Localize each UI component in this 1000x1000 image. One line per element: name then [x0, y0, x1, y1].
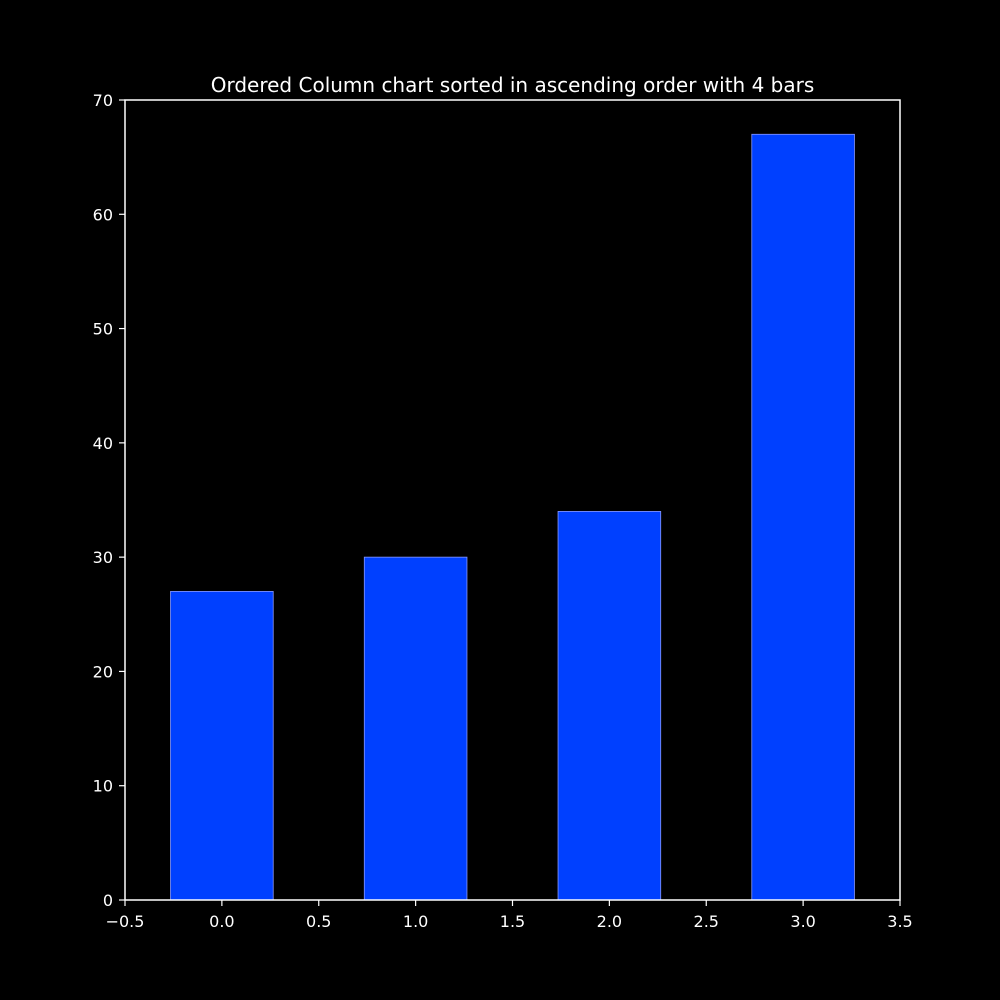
y-tick-label: 30 [93, 548, 113, 567]
y-tick-label: 70 [93, 91, 113, 110]
x-tick-label: 0.5 [306, 912, 331, 931]
bar-1 [363, 556, 468, 901]
y-axis: 0 10 20 30 40 50 60 70 [93, 91, 125, 910]
bars-group [170, 133, 855, 901]
x-tick-label: 0.0 [209, 912, 234, 931]
bar-0 [170, 591, 274, 901]
y-tick-label: 10 [93, 777, 113, 796]
y-tick-label: 20 [93, 662, 113, 681]
bar-2 [557, 511, 662, 901]
y-tick-label: 50 [93, 320, 113, 339]
y-tick-label: 60 [93, 205, 113, 224]
x-tick-label: 2.0 [597, 912, 622, 931]
x-tick-label: −0.5 [106, 912, 145, 931]
bar-3 [751, 133, 855, 901]
x-tick-label: 3.0 [790, 912, 815, 931]
y-tick-label: 40 [93, 434, 113, 453]
x-axis: −0.5 0.0 0.5 1.0 1.5 2.0 2.5 3.0 3.5 [106, 900, 913, 931]
x-tick-label: 1.0 [403, 912, 428, 931]
x-tick-label: 3.5 [887, 912, 912, 931]
y-tick-label: 0 [103, 891, 113, 910]
x-tick-label: 1.5 [500, 912, 525, 931]
chart-title: Ordered Column chart sorted in ascending… [211, 73, 815, 97]
x-tick-label: 2.5 [694, 912, 719, 931]
